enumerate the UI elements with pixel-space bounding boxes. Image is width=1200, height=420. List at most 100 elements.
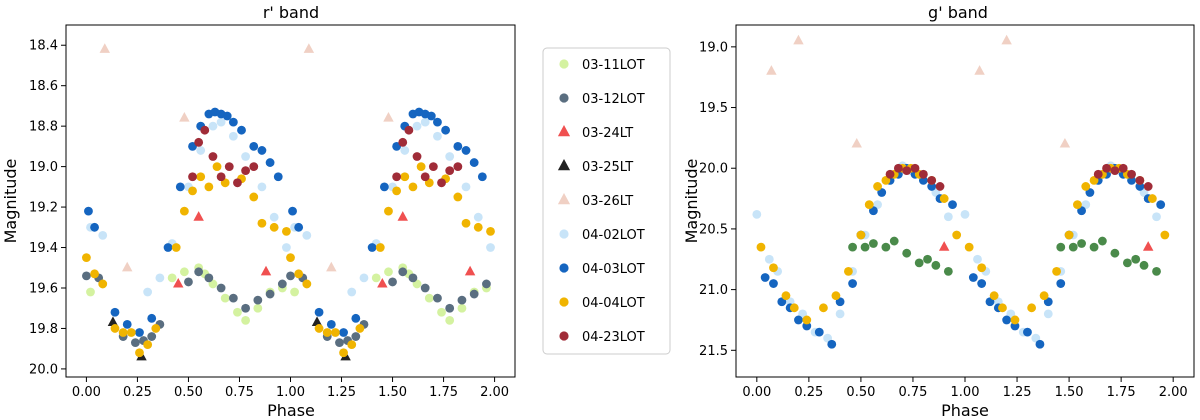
data-point xyxy=(781,291,791,301)
data-point xyxy=(314,324,324,333)
data-point xyxy=(1110,166,1120,176)
data-point xyxy=(290,287,299,297)
data-point xyxy=(216,117,226,127)
data-point xyxy=(90,269,99,279)
data-point xyxy=(322,328,332,337)
legend-item-03-25lt: 03-25LT xyxy=(557,159,633,175)
data-point xyxy=(433,131,442,141)
x-tick-label: 0.00 xyxy=(742,385,771,400)
data-point xyxy=(1110,248,1120,258)
data-point xyxy=(445,303,455,313)
legend-label: 03-12LOT xyxy=(582,92,645,107)
data-point xyxy=(764,254,774,264)
data-point xyxy=(184,277,193,287)
data-point xyxy=(464,265,476,276)
data-point xyxy=(1143,182,1153,191)
data-point xyxy=(110,324,120,333)
data-point xyxy=(241,303,251,313)
data-point xyxy=(224,162,234,172)
series-03-12lot-g xyxy=(848,236,1161,276)
legend-marker xyxy=(557,125,571,137)
data-point xyxy=(428,162,438,172)
data-point xyxy=(122,320,132,329)
data-point xyxy=(848,242,857,252)
data-point xyxy=(968,273,978,282)
legend: 03-11LOT 03-12LOT 03-24LT 03-25LT 03-26LT 04-… xyxy=(542,47,671,355)
legend-item-04-23lot: 04-23LOT xyxy=(559,330,645,345)
data-point xyxy=(377,277,388,288)
data-point xyxy=(196,172,206,182)
data-point xyxy=(367,243,377,252)
data-point xyxy=(208,121,218,131)
series-03-26lt xyxy=(99,43,394,272)
data-point xyxy=(1010,315,1020,325)
data-point xyxy=(147,332,157,341)
x-tick-label: 1.00 xyxy=(276,385,305,400)
data-point xyxy=(977,279,987,288)
data-point xyxy=(1059,137,1071,148)
x-tick-label: 0.25 xyxy=(123,385,152,400)
y-tick-label: 20.5 xyxy=(699,222,728,237)
data-point xyxy=(265,158,275,167)
legend-marker xyxy=(559,331,569,341)
data-point xyxy=(943,267,953,276)
y-tick-label: 19.0 xyxy=(29,160,58,175)
data-point xyxy=(326,261,337,272)
data-point xyxy=(923,254,932,264)
data-point xyxy=(424,293,434,303)
data-point xyxy=(457,295,467,305)
data-point xyxy=(143,287,153,297)
y-tick-label: 19.6 xyxy=(29,281,58,296)
data-point xyxy=(196,146,206,155)
data-point xyxy=(326,320,336,329)
data-point xyxy=(1056,279,1066,288)
series-04-04lot xyxy=(756,163,1170,325)
data-point xyxy=(1039,291,1049,301)
data-point xyxy=(433,117,442,127)
y-tick-label: 19.8 xyxy=(29,322,58,337)
data-point xyxy=(1001,34,1012,45)
data-point xyxy=(889,236,899,246)
data-point xyxy=(257,146,267,155)
data-point xyxy=(398,137,408,147)
data-point xyxy=(1081,182,1091,191)
y-tick-label: 18.4 xyxy=(29,39,58,54)
r-band-ticks: 0.00 0.25 0.50 0.75 1.00 1.25 1.50 1.75 2.00 18.4… xyxy=(29,39,509,400)
legend-marker xyxy=(559,297,569,307)
data-point xyxy=(469,289,479,299)
legend-label: 04-04LOT xyxy=(582,296,645,311)
data-point xyxy=(384,267,393,277)
data-point xyxy=(974,65,985,75)
g-band-ticks: 0.00 0.25 0.50 0.75 1.00 1.25 1.50 1.75 2.00 19.0… xyxy=(699,40,1188,400)
data-point xyxy=(939,194,949,203)
data-point xyxy=(383,112,394,122)
data-point xyxy=(126,328,136,337)
data-point xyxy=(453,141,463,151)
data-point xyxy=(86,287,95,297)
data-point xyxy=(194,267,204,277)
data-point xyxy=(135,348,144,358)
legend-label: 03-26LT xyxy=(582,194,633,209)
data-point xyxy=(1023,327,1032,337)
data-point xyxy=(935,182,945,191)
data-point xyxy=(910,163,920,173)
data-point xyxy=(286,253,295,263)
data-point xyxy=(188,186,197,196)
legend-item-04-02lot: 04-02LOT xyxy=(559,228,645,243)
data-point xyxy=(216,172,226,182)
data-point xyxy=(1102,163,1111,173)
data-point xyxy=(914,258,924,268)
x-tick-label: 2.00 xyxy=(480,385,509,400)
series-03-12lot xyxy=(82,267,491,348)
legend-item-03-11lot: 03-11LOT xyxy=(559,58,645,73)
data-point xyxy=(437,178,446,188)
data-point xyxy=(228,293,238,303)
data-point xyxy=(445,315,455,325)
legend-label: 03-11LOT xyxy=(582,58,645,73)
data-point xyxy=(143,340,153,350)
data-point xyxy=(339,348,348,358)
data-point xyxy=(860,242,870,252)
data-point xyxy=(347,287,357,297)
data-point xyxy=(204,273,214,283)
